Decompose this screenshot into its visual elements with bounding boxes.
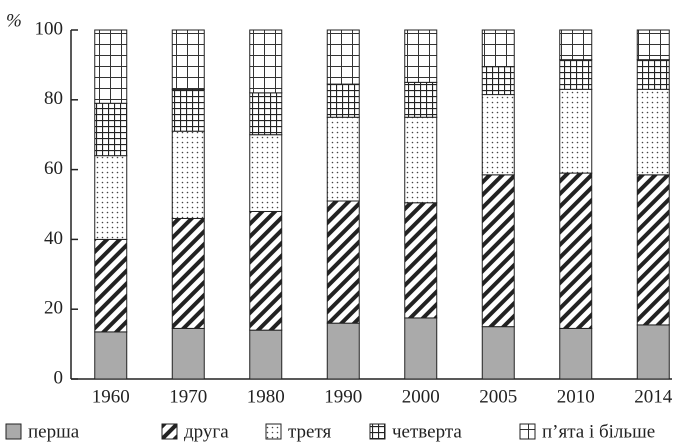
bar-segment [249,29,283,94]
bar-segment [481,66,515,96]
y-tick-label: 100 [35,18,64,39]
legend-label: перша [28,421,80,442]
bar-segment [404,202,438,319]
legend-label: друга [184,421,229,442]
bar-segment [94,102,128,157]
bar-segment [481,174,515,328]
bar-segment [481,29,515,68]
legend-swatch [161,423,178,440]
legend-label: третя [288,421,332,442]
legend-swatch [265,423,282,440]
bar-segment [481,94,515,176]
bar-segment [559,172,593,329]
x-tick-label: 2010 [557,386,595,407]
bar-segment [94,155,128,240]
y-tick-label: 40 [44,228,63,249]
bar-segment [326,116,360,202]
bar-segment [326,83,360,118]
legend-label: п’ята і більше [542,421,655,442]
bar-segment [171,88,205,132]
bar-segment [326,29,360,85]
bar-segment [481,326,515,380]
x-tick-label: 2005 [479,386,517,407]
bar-segment [171,327,205,380]
bar-segment [559,327,593,380]
y-tick-label: 60 [44,158,63,179]
legend-swatch [519,423,536,440]
bar-segment [559,59,593,90]
bar-segment [94,238,128,333]
y-tick-label: 0 [54,367,64,388]
y-tick-label: 20 [44,298,63,319]
bar-segment [249,92,283,136]
bar-segment [636,59,670,90]
bar-segment [636,174,670,326]
bar-segment [326,322,360,380]
bar-segment [249,210,283,331]
bar-segment [171,130,205,219]
bar-segment [404,116,438,204]
bar-segment [94,331,128,380]
bar-segment [559,88,593,174]
bar-segment [636,324,670,380]
bar-segment [636,29,670,61]
x-tick-label: 2000 [402,386,440,407]
bar-segment [171,29,205,90]
bar-segment [559,29,593,61]
bar-segment [171,217,205,329]
bar-segment [249,134,283,212]
legend-label: четверта [392,421,462,442]
bar-segment [636,88,670,176]
y-axis-label: % [6,10,22,31]
bar-segment [404,317,438,380]
bar-segment [94,29,128,104]
bar-segment [404,81,438,118]
x-tick-label: 2014 [634,386,673,407]
bar-segment [326,200,360,324]
x-tick-label: 1970 [169,386,207,407]
bar-segment [249,329,283,380]
legend-swatch [369,423,386,440]
y-tick-label: 80 [44,88,63,109]
x-tick-label: 1980 [247,386,285,407]
bar-segment [404,29,438,83]
x-tick-label: 1990 [324,386,362,407]
x-tick-label: 1960 [92,386,130,407]
legend-swatch [5,423,22,440]
